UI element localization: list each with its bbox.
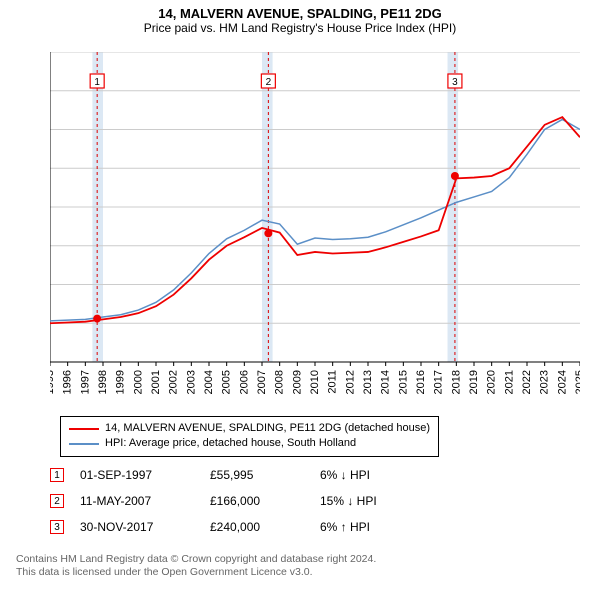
sale-point-dot: [451, 172, 459, 180]
x-tick-label: 2012: [344, 370, 356, 394]
legend: 14, MALVERN AVENUE, SPALDING, PE11 2DG (…: [60, 416, 439, 457]
sales-row-date: 11-MAY-2007: [80, 494, 210, 508]
x-tick-label: 2010: [309, 370, 321, 394]
x-tick-label: 2014: [380, 370, 392, 394]
sales-row-date: 30-NOV-2017: [80, 520, 210, 534]
sales-row-diff: 15% ↓ HPI: [320, 494, 420, 508]
x-tick-label: 2008: [274, 370, 286, 394]
x-tick-label: 2022: [521, 370, 533, 394]
sales-row-price: £240,000: [210, 520, 320, 534]
sales-row: 1 01-SEP-1997£55,9956% ↓ HPI: [50, 462, 420, 488]
x-tick-label: 2006: [238, 370, 250, 394]
x-tick-label: 2001: [150, 370, 162, 394]
x-tick-label: 1999: [115, 370, 127, 394]
sales-row: 3 30-NOV-2017£240,0006% ↑ HPI: [50, 514, 420, 540]
x-tick-label: 2018: [450, 370, 462, 394]
legend-label: 14, MALVERN AVENUE, SPALDING, PE11 2DG (…: [105, 421, 430, 436]
chart-area: £0£50K£100K£150K£200K£250K£300K£350K£400…: [50, 52, 580, 402]
x-tick-label: 1998: [97, 370, 109, 394]
x-tick-label: 2025: [574, 370, 580, 394]
sales-row: 2 11-MAY-2007£166,00015% ↓ HPI: [50, 488, 420, 514]
sale-point-dot: [264, 229, 272, 237]
x-tick-label: 1995: [50, 370, 56, 394]
x-tick-label: 2020: [486, 370, 498, 394]
x-tick-label: 2019: [468, 370, 480, 394]
x-tick-label: 2015: [397, 370, 409, 394]
legend-swatch: [69, 428, 99, 430]
x-tick-label: 2000: [132, 370, 144, 394]
sales-row-price: £166,000: [210, 494, 320, 508]
footer-line-2: This data is licensed under the Open Gov…: [16, 566, 376, 580]
footer-line-1: Contains HM Land Registry data © Crown c…: [16, 553, 376, 567]
sale-marker-label: 1: [94, 77, 100, 88]
series-line: [50, 119, 580, 320]
legend-label: HPI: Average price, detached house, Sout…: [105, 436, 356, 451]
x-tick-label: 2013: [362, 370, 374, 394]
sales-row-diff: 6% ↓ HPI: [320, 468, 420, 482]
x-tick-label: 2005: [221, 370, 233, 394]
legend-swatch: [69, 443, 99, 445]
title-block: 14, MALVERN AVENUE, SPALDING, PE11 2DG P…: [0, 0, 600, 37]
x-tick-label: 1996: [62, 370, 74, 394]
x-tick-label: 2009: [291, 370, 303, 394]
x-tick-label: 2011: [327, 370, 339, 394]
sales-table: 1 01-SEP-1997£55,9956% ↓ HPI 2 11-MAY-2007£…: [50, 462, 420, 540]
sales-row-date: 01-SEP-1997: [80, 468, 210, 482]
x-tick-label: 2024: [556, 370, 568, 394]
sales-row-marker: 1: [50, 468, 64, 482]
x-tick-label: 2003: [185, 370, 197, 394]
sale-point-dot: [93, 315, 101, 323]
sales-row-diff: 6% ↑ HPI: [320, 520, 420, 534]
x-tick-label: 2002: [168, 370, 180, 394]
x-tick-label: 2023: [539, 370, 551, 394]
sales-row-marker: 3: [50, 520, 64, 534]
x-tick-label: 2007: [256, 370, 268, 394]
sales-row-marker: 2: [50, 494, 64, 508]
sale-marker-label: 3: [452, 77, 458, 88]
x-tick-label: 2004: [203, 370, 215, 394]
x-tick-label: 2016: [415, 370, 427, 394]
x-tick-label: 2017: [433, 370, 445, 394]
sales-row-price: £55,995: [210, 468, 320, 482]
legend-row: 14, MALVERN AVENUE, SPALDING, PE11 2DG (…: [69, 421, 430, 436]
legend-row: HPI: Average price, detached house, Sout…: [69, 436, 430, 451]
sale-marker-label: 2: [266, 77, 272, 88]
chart-title: 14, MALVERN AVENUE, SPALDING, PE11 2DG: [0, 6, 600, 21]
footer: Contains HM Land Registry data © Crown c…: [16, 553, 376, 580]
x-tick-label: 1997: [79, 370, 91, 394]
x-tick-label: 2021: [503, 370, 515, 394]
chart-svg: £0£50K£100K£150K£200K£250K£300K£350K£400…: [50, 52, 580, 402]
series-line: [50, 117, 580, 323]
chart-subtitle: Price paid vs. HM Land Registry's House …: [0, 21, 600, 35]
